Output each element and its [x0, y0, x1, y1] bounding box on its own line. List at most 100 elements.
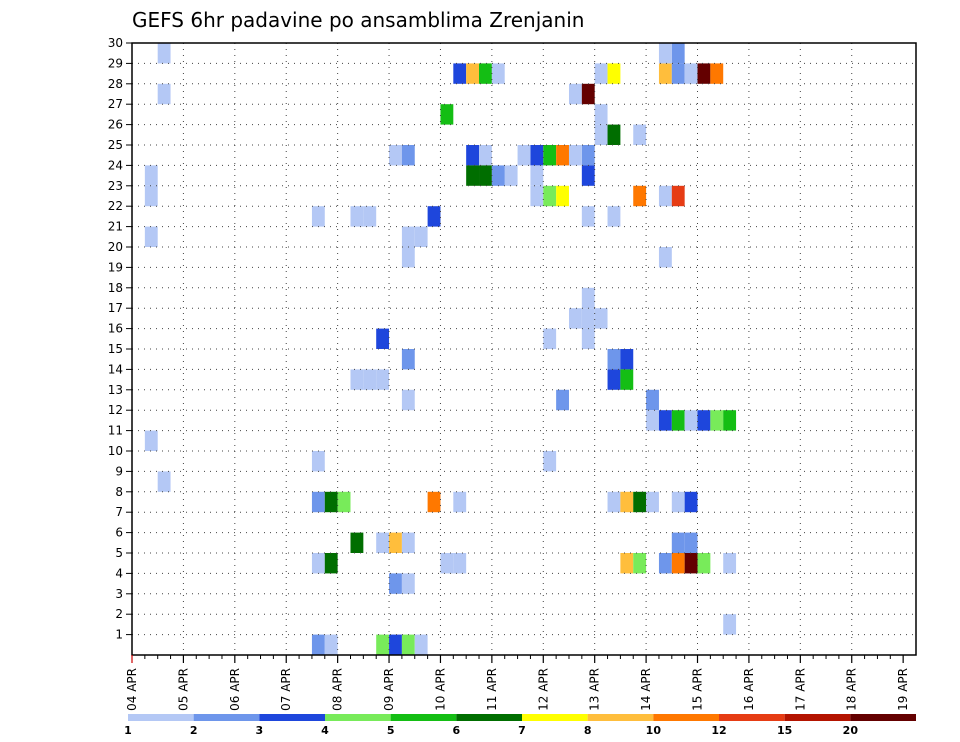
- x-tick-label: 12 APR: [536, 668, 550, 711]
- x-tick-label: 04 APR: [125, 668, 139, 711]
- x-tick-label: 16 APR: [742, 668, 756, 711]
- x-tick-label: 08 APR: [331, 668, 345, 711]
- precip-cell: [389, 145, 402, 166]
- y-tick-label: 1: [115, 628, 123, 642]
- legend-label: 3: [256, 724, 264, 737]
- precip-cell: [324, 491, 338, 513]
- precip-cell: [710, 410, 724, 431]
- y-tick-label: 8: [115, 485, 123, 499]
- x-tick-label: 11 APR: [485, 668, 499, 711]
- precip-cell: [414, 634, 428, 655]
- x-tick-label: 09 APR: [382, 668, 396, 711]
- precip-cell: [581, 165, 595, 186]
- y-tick-label: 10: [108, 444, 123, 458]
- legend-swatch: [259, 714, 325, 721]
- precip-cell: [157, 83, 171, 105]
- precip-cell: [479, 63, 492, 84]
- chart-title: GEFS 6hr padavine po ansamblima Zrenjani…: [132, 8, 584, 32]
- precip-cell: [401, 389, 415, 411]
- precip-cell: [311, 553, 325, 574]
- precip-cell: [427, 206, 441, 227]
- precip-cell: [350, 206, 364, 227]
- y-tick-label: 21: [108, 220, 123, 234]
- x-tick-label: 14 APR: [639, 668, 653, 711]
- legend-swatch: [390, 714, 457, 721]
- precip-cell: [466, 63, 480, 84]
- legend-label: 5: [387, 724, 395, 737]
- x-tick-label: 07 APR: [279, 668, 293, 711]
- legend-swatch: [850, 714, 916, 721]
- legend-swatch: [193, 714, 260, 721]
- precip-cell: [479, 165, 492, 186]
- precip-cell: [723, 410, 737, 431]
- legend-swatch: [587, 714, 654, 721]
- x-tick-label: 17 APR: [793, 668, 807, 711]
- precip-cell: [723, 553, 737, 574]
- y-tick-label: 11: [108, 424, 123, 438]
- precip-cell: [658, 43, 672, 64]
- y-tick-label: 17: [108, 301, 123, 315]
- precip-cell: [401, 145, 415, 166]
- precip-cell: [440, 553, 454, 574]
- precip-cell: [697, 553, 711, 574]
- precip-cell: [389, 573, 402, 594]
- precip-cell: [607, 206, 621, 227]
- precip-cell: [684, 491, 698, 513]
- precip-cell: [414, 226, 428, 247]
- legend-swatch: [128, 714, 194, 721]
- precip-cell: [543, 328, 557, 349]
- legend-label: 15: [777, 724, 792, 737]
- precip-cell: [633, 124, 647, 145]
- precip-cell: [684, 410, 698, 431]
- precip-cell: [530, 145, 544, 166]
- precip-cell: [568, 83, 582, 105]
- x-tick-label: 19 APR: [896, 668, 910, 711]
- y-tick-label: 27: [108, 97, 123, 111]
- legend-label: 6: [453, 724, 461, 737]
- precip-cell: [401, 634, 415, 655]
- precip-cell: [144, 430, 158, 451]
- precip-cell: [543, 451, 557, 472]
- legend-label: 12: [711, 724, 726, 737]
- legend-label: 1: [124, 724, 132, 737]
- legend-label: 7: [518, 724, 526, 737]
- precip-cell: [633, 491, 647, 513]
- precip-cell: [556, 185, 569, 207]
- y-axis: 1234567891011121314151617181920212223242…: [108, 36, 132, 642]
- precip-cell: [658, 247, 672, 268]
- legend-swatch: [784, 714, 851, 721]
- y-tick-label: 9: [115, 464, 123, 478]
- precip-cell: [671, 185, 685, 207]
- precip-cell: [607, 63, 621, 84]
- precip-cell: [350, 532, 364, 553]
- precip-cell: [568, 308, 582, 329]
- legend-label: 20: [843, 724, 859, 737]
- legend-label: 10: [646, 724, 662, 737]
- precip-cell: [376, 532, 390, 553]
- precip-cell: [633, 185, 647, 207]
- precip-cell: [530, 185, 544, 207]
- precip-cell: [144, 226, 158, 247]
- precip-cell: [671, 410, 685, 431]
- y-tick-label: 18: [108, 281, 123, 295]
- precip-cell: [581, 145, 595, 166]
- legend-swatch: [719, 714, 785, 721]
- y-tick-label: 14: [108, 362, 123, 376]
- x-tick-label: 05 APR: [176, 668, 190, 711]
- precip-cell: [376, 328, 390, 349]
- precip-cell: [671, 63, 685, 84]
- precip-cell: [697, 410, 711, 431]
- y-tick-label: 15: [108, 342, 123, 356]
- precip-cell: [658, 63, 672, 84]
- legend-swatch: [325, 714, 391, 721]
- grid-lines: [132, 43, 916, 655]
- color-legend: 1 2 3 4 5 6 7 8 10 12 15 20: [124, 714, 916, 737]
- y-tick-label: 23: [108, 179, 123, 193]
- ensemble-cells: [144, 43, 737, 655]
- legend-swatch: [653, 714, 719, 721]
- precip-cell: [144, 165, 158, 186]
- precip-cell: [324, 553, 338, 574]
- x-tick-label: 18 APR: [845, 668, 859, 711]
- precip-cell: [543, 185, 557, 207]
